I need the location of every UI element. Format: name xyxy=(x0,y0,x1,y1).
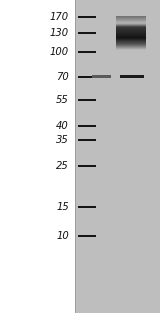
Bar xyxy=(120,75,144,78)
Bar xyxy=(0,0,75,313)
Bar xyxy=(75,0,160,313)
Text: 15: 15 xyxy=(56,202,69,212)
Text: 55: 55 xyxy=(56,95,69,105)
Bar xyxy=(92,75,111,78)
Text: 25: 25 xyxy=(56,161,69,171)
Text: 40: 40 xyxy=(56,121,69,131)
Text: 10: 10 xyxy=(56,231,69,241)
Text: 70: 70 xyxy=(56,72,69,82)
Text: 35: 35 xyxy=(56,135,69,145)
Text: 130: 130 xyxy=(50,28,69,38)
Text: 100: 100 xyxy=(50,47,69,57)
Text: 170: 170 xyxy=(50,12,69,22)
